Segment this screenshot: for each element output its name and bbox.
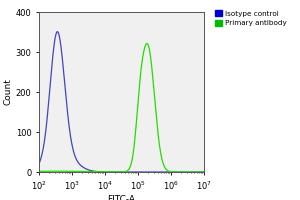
Y-axis label: Count: Count [4, 79, 13, 105]
Legend: Isotype control, Primary antibody: Isotype control, Primary antibody [212, 8, 290, 29]
X-axis label: FITC-A: FITC-A [107, 195, 136, 200]
